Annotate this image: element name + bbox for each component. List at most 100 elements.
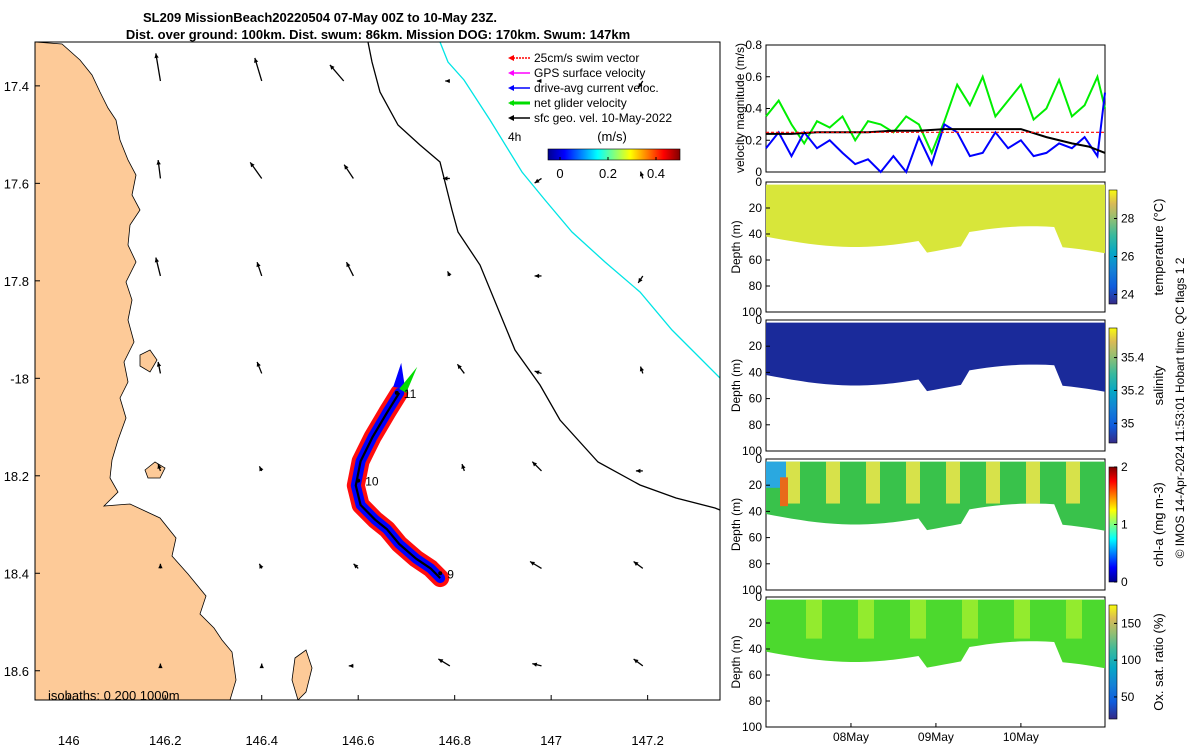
depth-tick-label: 100 bbox=[742, 444, 762, 458]
velocity-series-line bbox=[765, 92, 1106, 175]
depth-tick-label: 40 bbox=[749, 365, 763, 379]
profile-colorbar bbox=[1108, 189, 1118, 305]
chl-peak-patch bbox=[780, 477, 788, 507]
sfc-vector-head bbox=[157, 464, 162, 469]
x-tick-label: 08May bbox=[833, 730, 869, 744]
depth-tick-label: 20 bbox=[749, 616, 763, 630]
sfc-vector-head bbox=[250, 162, 255, 168]
colorbar-label: temperature (°C) bbox=[1151, 199, 1166, 296]
sfc-vector-head bbox=[256, 361, 261, 367]
x-tick-label: 09May bbox=[918, 730, 954, 744]
track-line bbox=[354, 392, 441, 579]
chl-high-band bbox=[946, 461, 960, 504]
depth-tick-label: 60 bbox=[749, 531, 763, 545]
velocity-y-tick-label: 0.4 bbox=[745, 102, 762, 116]
sfc-vector-head bbox=[353, 563, 359, 569]
profile-data-fill bbox=[766, 461, 1105, 531]
net-velocity-vector bbox=[399, 366, 418, 393]
sfc-vector-head bbox=[639, 366, 645, 372]
island-3 bbox=[291, 649, 313, 700]
depth-axis-label: Depth (m) bbox=[729, 498, 743, 551]
sfc-vector-head bbox=[534, 370, 540, 375]
sfc-vector-head bbox=[639, 171, 645, 177]
legend-label: drive-avg current veloc. bbox=[534, 81, 659, 95]
sfc-vector-head bbox=[158, 663, 163, 669]
oxy-band bbox=[1014, 599, 1030, 639]
depth-tick-label: 60 bbox=[749, 392, 763, 406]
depth-tick-label: 40 bbox=[749, 504, 763, 518]
depth-tick-label: 40 bbox=[749, 642, 763, 656]
sfc-vector bbox=[155, 53, 162, 82]
velocity-y-tick-label: 0 bbox=[755, 165, 762, 179]
figure-title-line2: Dist. over ground: 100km. Dist. swum: 86… bbox=[126, 27, 630, 42]
sfc-vector-head bbox=[536, 78, 542, 84]
sfc-vector-head bbox=[534, 273, 540, 279]
profile-data-fill bbox=[766, 184, 1105, 254]
depth-tick-label: 20 bbox=[749, 201, 763, 215]
depth-tick-label: 80 bbox=[749, 694, 763, 708]
day-marker bbox=[356, 478, 361, 483]
footer-credit: © IMOS 14-Apr-2024 11:53:01 Hobart time.… bbox=[1173, 257, 1187, 558]
colorbar-label: Ox. sat. ratio (%) bbox=[1151, 613, 1166, 711]
coastline-land bbox=[35, 42, 237, 700]
map-x-tick-label: 146.2 bbox=[149, 733, 182, 748]
colorbar-tick-label: 28 bbox=[1121, 212, 1135, 226]
chl-high-band bbox=[1066, 461, 1080, 504]
depth-tick-label: 100 bbox=[742, 583, 762, 597]
colorbar-tick-label: 26 bbox=[1121, 250, 1135, 264]
colorbar-unit: (m/s) bbox=[597, 129, 627, 144]
day-label: 11 bbox=[404, 387, 417, 401]
map-x-tick-label: 146 bbox=[58, 733, 80, 748]
profile-colorbar bbox=[1108, 604, 1118, 720]
velocity-y-tick-label: 0.6 bbox=[745, 70, 762, 84]
oxy-band bbox=[806, 599, 822, 639]
chl-high-band bbox=[986, 461, 1000, 504]
sfc-vector-head bbox=[344, 164, 349, 170]
colorbar-tick-label: 35.4 bbox=[1121, 351, 1145, 365]
isobath-200 bbox=[367, 42, 720, 511]
sfc-vector-head bbox=[329, 64, 335, 70]
island-1 bbox=[139, 349, 158, 373]
oxy-band bbox=[910, 599, 926, 639]
legend-label: net glider velocity bbox=[534, 96, 627, 110]
map-x-tick-label: 147 bbox=[540, 733, 562, 748]
chl-high-band bbox=[866, 461, 880, 504]
colorbar-label: chl-a (mg m-3) bbox=[1151, 482, 1166, 567]
legend-label: sfc geo. vel. 10-May-2022 bbox=[534, 111, 672, 125]
legend-swatch-head bbox=[508, 70, 514, 76]
map-frame bbox=[34, 41, 721, 701]
colorbar-tick-label: 0.4 bbox=[647, 166, 665, 181]
map-y-tick-label: 18.6 bbox=[4, 664, 29, 679]
map-y-tick-label: 17.4 bbox=[4, 79, 29, 94]
colorbar-side-text: 4h bbox=[508, 130, 521, 144]
sfc-vector-head bbox=[156, 361, 162, 367]
colorbar-tick-label: 0 bbox=[556, 166, 563, 181]
legend-swatch-head bbox=[508, 55, 514, 61]
oxy-band bbox=[962, 599, 978, 639]
day-label: 9 bbox=[447, 567, 454, 581]
depth-tick-label: 20 bbox=[749, 478, 763, 492]
sfc-vector-head bbox=[532, 662, 538, 667]
depth-tick-label: 0 bbox=[755, 313, 762, 327]
legend-swatch-head bbox=[508, 115, 514, 121]
sfc-vector-head bbox=[156, 160, 161, 165]
sfc-vector-head bbox=[530, 561, 535, 566]
colorbar-tick-label: 1 bbox=[1121, 518, 1128, 532]
chl-high-band bbox=[786, 461, 800, 504]
sfc-vector-head bbox=[532, 461, 538, 467]
day-marker bbox=[438, 571, 443, 576]
depth-tick-label: 0 bbox=[755, 175, 762, 189]
profile-data-fill bbox=[766, 322, 1105, 392]
colorbar-tick-label: 0 bbox=[1121, 575, 1128, 589]
colorbar-tick-label: 24 bbox=[1121, 288, 1135, 302]
depth-tick-label: 60 bbox=[749, 253, 763, 267]
chl-high-band bbox=[826, 461, 840, 504]
map-x-tick-label: 146.4 bbox=[245, 733, 278, 748]
legend-label: GPS surface velocity bbox=[534, 66, 645, 80]
legend-swatch-head bbox=[508, 100, 514, 106]
colorbar-tick-label: 35 bbox=[1121, 416, 1135, 430]
sfc-vector-head bbox=[534, 178, 540, 184]
legend-label: 25cm/s swim vector bbox=[534, 51, 639, 65]
map-y-tick-label: 17.8 bbox=[4, 274, 29, 289]
